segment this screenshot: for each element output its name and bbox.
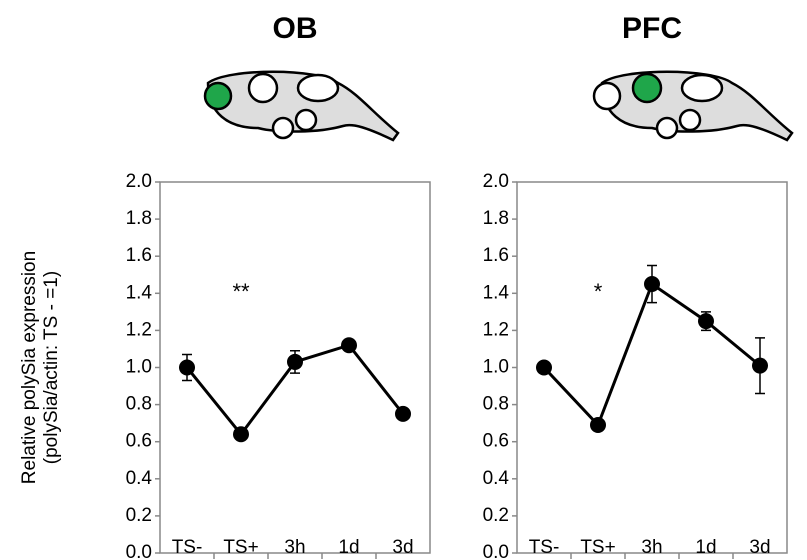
y-tick-label: 0.0 (483, 542, 509, 560)
annotation: * (594, 279, 603, 304)
point (590, 417, 606, 433)
brain-icon (594, 72, 792, 140)
x-tick-label: 3h (284, 537, 305, 558)
point (698, 313, 714, 329)
y-tick-label: 0.4 (126, 468, 153, 489)
y-tick-label: 0.6 (126, 431, 152, 452)
y-tick-label: 0.6 (483, 431, 509, 452)
point (179, 360, 195, 376)
point (752, 358, 768, 374)
chart-title: PFC (622, 12, 682, 45)
plot-frame (517, 182, 787, 553)
y-tick-label: 0.4 (483, 468, 510, 489)
y-tick-label: 2.0 (483, 171, 509, 192)
x-tick-label: TS+ (580, 537, 615, 558)
x-tick-label: TS- (172, 537, 203, 558)
y-tick-label: 1.2 (483, 319, 509, 340)
y-tick-label: 1.6 (483, 245, 509, 266)
brain-icon (205, 72, 398, 140)
chart-title: OB (273, 12, 318, 45)
y-axis-label: Relative polySia expression (19, 251, 40, 484)
y-axis-label: (polySia/actin: TS - =1) (41, 271, 62, 464)
y-tick-label: 1.0 (126, 357, 152, 378)
y-tick-label: 0.8 (483, 394, 509, 415)
y-tick-label: 2.0 (126, 171, 152, 192)
line (544, 284, 760, 425)
point (395, 406, 411, 422)
y-tick-label: 1.2 (126, 319, 152, 340)
point (341, 337, 357, 353)
y-tick-label: 1.6 (126, 245, 152, 266)
y-tick-label: 1.8 (126, 208, 152, 229)
x-tick-label: 1d (695, 537, 716, 558)
y-tick-label: 1.0 (483, 357, 509, 378)
point (536, 360, 552, 376)
point (287, 354, 303, 370)
x-tick-label: 1d (338, 537, 359, 558)
y-tick-label: 1.8 (483, 208, 509, 229)
x-tick-label: 3h (641, 537, 662, 558)
chart: OB Relative polySia expression(polySia/ac… (0, 0, 807, 560)
x-tick-label: TS- (529, 537, 560, 558)
x-tick-label: 3d (749, 537, 770, 558)
y-tick-label: 1.4 (483, 282, 510, 303)
y-tick-label: 0.2 (483, 505, 509, 526)
y-tick-label: 1.4 (126, 282, 153, 303)
annotation: ** (232, 279, 250, 304)
y-tick-label: 0.0 (126, 542, 152, 560)
y-tick-label: 0.8 (126, 394, 152, 415)
point (644, 276, 660, 292)
point (233, 426, 249, 442)
y-tick-label: 0.2 (126, 505, 152, 526)
x-tick-label: TS+ (223, 537, 258, 558)
x-tick-label: 3d (392, 537, 413, 558)
